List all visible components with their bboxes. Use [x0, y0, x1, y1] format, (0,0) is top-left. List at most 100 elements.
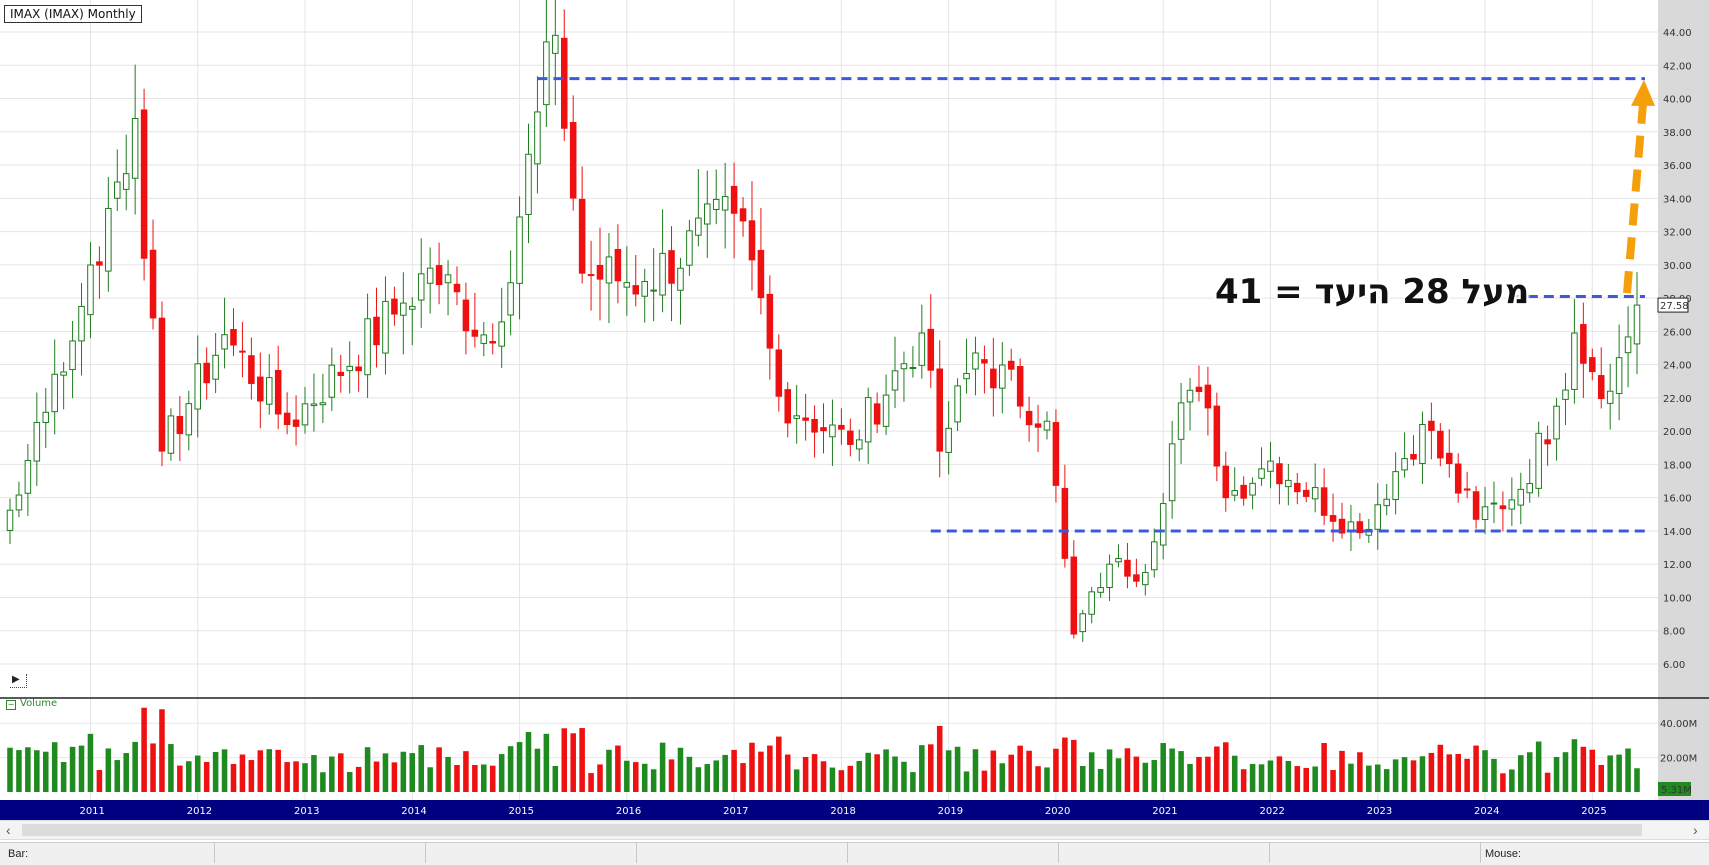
volume-bar — [990, 750, 997, 792]
candle-body — [480, 334, 488, 344]
volume-bar — [1115, 758, 1122, 792]
price-tick-label: 14.00 — [1663, 527, 1692, 538]
candle-body — [1052, 422, 1060, 486]
volume-legend: − Volume — [6, 698, 57, 710]
candle-body — [605, 256, 613, 284]
horizontal-scrollbar[interactable]: ‹ › — [0, 820, 1709, 840]
candle-body — [1445, 452, 1453, 465]
candle-body — [784, 389, 792, 424]
volume-bar — [1160, 743, 1166, 792]
volume-bar — [704, 764, 711, 792]
volume-label: Volume — [20, 698, 58, 709]
volume-bar — [1196, 756, 1202, 792]
candle-body — [230, 329, 237, 346]
candle-body — [990, 368, 997, 389]
collapse-icon[interactable]: − — [6, 700, 16, 710]
candle-body — [1463, 488, 1471, 491]
price-tick-label: 16.00 — [1663, 494, 1692, 505]
candle-body — [820, 427, 827, 432]
year-label: 2020 — [1045, 806, 1070, 817]
candle-body — [847, 430, 854, 445]
candle-body — [587, 274, 595, 277]
candle-body — [1580, 324, 1587, 364]
candle-body — [632, 285, 640, 295]
volume-bar — [1509, 769, 1515, 792]
volume-bar — [51, 742, 58, 792]
target-annotation: מעל 28 היעד = 41 — [1215, 272, 1530, 312]
candle-body — [489, 341, 497, 344]
volume-bar — [337, 753, 344, 792]
volume-bar — [847, 765, 854, 792]
volume-bar — [981, 770, 988, 792]
scroll-right-icon[interactable]: › — [1693, 822, 1698, 838]
candles — [6, 0, 1641, 642]
candle-body — [534, 111, 541, 165]
candle-body — [1624, 336, 1632, 354]
volume-axis: 20.00M 40.00M 5.31M — [1658, 719, 1697, 796]
volume-bar — [1187, 763, 1193, 792]
candle-body — [114, 181, 121, 199]
volume-bar — [597, 764, 603, 792]
candle-body — [1186, 389, 1194, 403]
price-tick-label: 30.00 — [1663, 261, 1692, 272]
volume-bar — [1401, 757, 1408, 792]
chart-title: IMAX (IMAX) Monthly — [4, 5, 142, 23]
volume-bar — [257, 750, 264, 792]
candle-body — [882, 394, 890, 427]
candle-body — [319, 402, 327, 406]
volume-bar — [329, 756, 335, 792]
volume-bar — [1634, 768, 1640, 792]
play-icon[interactable]: ▶ — [10, 674, 27, 688]
scroll-left-icon[interactable]: ‹ — [6, 822, 11, 838]
candle-body — [1597, 375, 1605, 400]
volume-bar — [749, 742, 755, 792]
price-tick-label: 36.00 — [1663, 161, 1692, 172]
candle-body — [1544, 439, 1551, 445]
candle-body — [310, 403, 318, 407]
volume-bar — [186, 761, 192, 792]
volume-last-tag — [1658, 782, 1691, 796]
volume-bar — [865, 752, 871, 792]
volume-bar — [516, 742, 523, 792]
candle-body — [239, 350, 246, 353]
volume-bar — [1035, 766, 1041, 792]
volume-bar — [1071, 739, 1077, 792]
candle-body — [185, 403, 193, 436]
volume-bar — [1625, 748, 1631, 792]
candle-body — [176, 416, 184, 435]
candle-body — [516, 216, 523, 284]
candle-body — [337, 371, 345, 377]
candle-body — [659, 252, 666, 296]
candle-body — [6, 509, 14, 532]
candle-body — [552, 34, 559, 54]
status-divider — [1480, 843, 1481, 863]
candle-body — [391, 298, 398, 315]
candle-body — [453, 283, 461, 293]
volume-bar — [25, 747, 31, 792]
candle-body — [158, 317, 166, 452]
volume-bar — [1607, 755, 1613, 792]
volume-bar — [1240, 769, 1247, 792]
volume-bar — [1518, 755, 1524, 792]
candle-body — [1508, 499, 1516, 510]
volume-bar — [1053, 748, 1059, 792]
scroll-thumb[interactable] — [22, 824, 1642, 836]
volume-bar — [1106, 749, 1113, 792]
volume-bar — [346, 771, 353, 792]
status-divider — [1058, 843, 1059, 863]
candle-body — [1633, 304, 1641, 345]
candle-body — [1061, 487, 1069, 559]
candle-body — [525, 153, 532, 215]
price-chart[interactable]: 6.00 8.00 10.00 12.00 14.00 16.00 18.00 20.00 22… — [0, 0, 1709, 842]
status-bar: Bar: Mouse: — [0, 842, 1709, 865]
volume-bar — [1142, 762, 1149, 792]
volume-bar — [1303, 767, 1310, 792]
volume-bar — [1553, 756, 1560, 792]
volume-bar — [1374, 764, 1381, 792]
year-label: 2021 — [1152, 806, 1177, 817]
volume-bar — [78, 745, 85, 792]
volume-bar — [1223, 742, 1229, 792]
candle-body — [409, 305, 416, 310]
volume-bar — [284, 762, 290, 792]
candle-body — [42, 411, 50, 423]
